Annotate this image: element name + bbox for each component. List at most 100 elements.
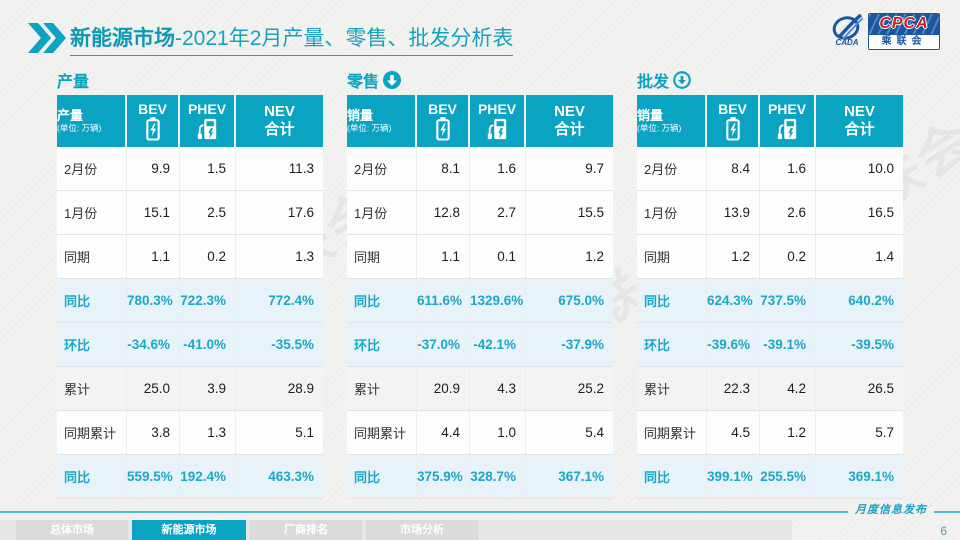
cell-nev: -39.5% <box>816 323 903 367</box>
battery-icon <box>127 117 178 141</box>
battery-icon <box>417 117 468 141</box>
table-row: 同期 1.2 0.2 1.4 <box>637 235 903 279</box>
cell-phev: 1.6 <box>470 147 526 191</box>
cell-nev: 16.5 <box>816 191 903 235</box>
wholesale-section-title: 批发 <box>637 68 903 92</box>
footer-tab-nev-market[interactable]: 新能源市场 <box>132 520 246 540</box>
cell-nev: 15.5 <box>526 191 613 235</box>
row-label: 同期 <box>57 235 127 279</box>
cell-phev: 1.0 <box>470 411 526 455</box>
table-row: 环比 -37.0% -42.1% -37.9% <box>347 323 613 367</box>
footer-tab-overall-market[interactable]: 总体市场 <box>16 520 128 540</box>
cell-bev: -34.6% <box>127 323 180 367</box>
cell-phev: 0.2 <box>180 235 236 279</box>
wholesale-table-section: 批发 销量 (单位: 万辆) BEV <box>637 68 903 499</box>
table-row: 2月份 8.1 1.6 9.7 <box>347 147 613 191</box>
cell-phev: 2.5 <box>180 191 236 235</box>
cell-nev: 369.1% <box>816 455 903 499</box>
row-label: 累计 <box>347 367 417 411</box>
table-row: 2月份 8.4 1.6 10.0 <box>637 147 903 191</box>
table-row: 同比 399.1% 255.5% 369.1% <box>637 455 903 499</box>
cell-bev: 3.8 <box>127 411 180 455</box>
row-label: 同比 <box>57 455 127 499</box>
row-label: 同期累计 <box>347 411 417 455</box>
row-label: 同比 <box>637 279 707 323</box>
row-label: 同比 <box>57 279 127 323</box>
cell-bev: 15.1 <box>127 191 180 235</box>
footer-tab-oem-ranking[interactable]: 厂商排名 <box>250 520 362 540</box>
table-corner-cell: 销量 (单位: 万辆) <box>637 95 707 147</box>
table-header-row: 销量 (单位: 万辆) BEV <box>347 95 613 147</box>
footer-tab-market-analysis[interactable]: 市场分析 <box>366 520 478 540</box>
footer-rule: 月度信息发布 <box>0 504 960 520</box>
row-label: 环比 <box>347 323 417 367</box>
table-row: 同期累计 4.5 1.2 5.7 <box>637 411 903 455</box>
table-row: 同比 375.9% 328.7% 367.1% <box>347 455 613 499</box>
cell-bev: 8.1 <box>417 147 470 191</box>
row-label: 同比 <box>637 455 707 499</box>
row-label: 同比 <box>347 455 417 499</box>
cell-bev: -39.6% <box>707 323 760 367</box>
row-label: 同期累计 <box>57 411 127 455</box>
page-title-rest: -2021年2月产量、零售、批发分析表 <box>175 27 514 50</box>
page-title: 新能源市场-2021年2月产量、零售、批发分析表 <box>70 22 514 56</box>
nev-column-header: NEV 合计 <box>816 95 903 147</box>
table-row: 同比 559.5% 192.4% 463.3% <box>57 455 323 499</box>
cell-bev: 4.5 <box>707 411 760 455</box>
battery-icon <box>707 117 758 141</box>
cell-nev: 5.4 <box>526 411 613 455</box>
table-row: 累计 20.9 4.3 25.2 <box>347 367 613 411</box>
cell-phev: 737.5% <box>760 279 816 323</box>
cell-phev: 1.6 <box>760 147 816 191</box>
footer-rule-end <box>934 511 960 513</box>
footer-rule-line <box>0 511 848 513</box>
table-row: 1月份 12.8 2.7 15.5 <box>347 191 613 235</box>
row-label: 1月份 <box>57 191 127 235</box>
table-row: 环比 -34.6% -41.0% -35.5% <box>57 323 323 367</box>
footer-note: 月度信息发布 <box>855 504 927 516</box>
table-row: 累计 25.0 3.9 28.9 <box>57 367 323 411</box>
cell-phev: 2.6 <box>760 191 816 235</box>
cell-nev: 640.2% <box>816 279 903 323</box>
production-table: 产量 (单位: 万辆) BEV <box>57 95 323 499</box>
cell-nev: 17.6 <box>236 191 323 235</box>
table-corner-cell: 销量 (单位: 万辆) <box>347 95 417 147</box>
cpca-logo-box: CPCA 乘联会 <box>868 13 940 50</box>
section-label: 零售 <box>347 74 380 91</box>
charger-icon <box>470 117 524 141</box>
cell-bev: 559.5% <box>127 455 180 499</box>
cell-phev: 1329.6% <box>470 279 526 323</box>
cell-bev: -37.0% <box>417 323 470 367</box>
cell-nev: 772.4% <box>236 279 323 323</box>
cpca-logo: CADA CPCA 乘联会 <box>831 13 940 50</box>
table-row: 环比 -39.6% -39.1% -39.5% <box>637 323 903 367</box>
cell-phev: 4.2 <box>760 367 816 411</box>
cell-phev: 4.3 <box>470 367 526 411</box>
row-label: 1月份 <box>347 191 417 235</box>
cada-swirl-icon: CADA <box>831 13 863 47</box>
table-row: 同比 611.6% 1329.6% 675.0% <box>347 279 613 323</box>
row-label: 同期 <box>347 235 417 279</box>
section-label: 产量 <box>57 74 90 91</box>
production-table-section: 产量 产量 (单位: 万辆) BEV <box>57 68 323 499</box>
cell-nev: 10.0 <box>816 147 903 191</box>
cell-phev: 2.7 <box>470 191 526 235</box>
table-corner-cell: 产量 (单位: 万辆) <box>57 95 127 147</box>
bev-column-header: BEV <box>127 95 180 147</box>
cell-phev: 0.1 <box>470 235 526 279</box>
cell-nev: 11.3 <box>236 147 323 191</box>
cell-phev: 192.4% <box>180 455 236 499</box>
table-row: 同比 624.3% 737.5% 640.2% <box>637 279 903 323</box>
cell-nev: 26.5 <box>816 367 903 411</box>
table-row: 1月份 15.1 2.5 17.6 <box>57 191 323 235</box>
cell-bev: 20.9 <box>417 367 470 411</box>
cell-bev: 375.9% <box>417 455 470 499</box>
cell-nev: 5.7 <box>816 411 903 455</box>
section-label: 批发 <box>637 74 670 91</box>
cpca-logo-text: CPCA <box>869 14 939 34</box>
phev-column-header: PHEV <box>180 95 236 147</box>
cell-nev: -37.9% <box>526 323 613 367</box>
cell-phev: 722.3% <box>180 279 236 323</box>
down-arrow-solid-icon <box>383 71 402 89</box>
